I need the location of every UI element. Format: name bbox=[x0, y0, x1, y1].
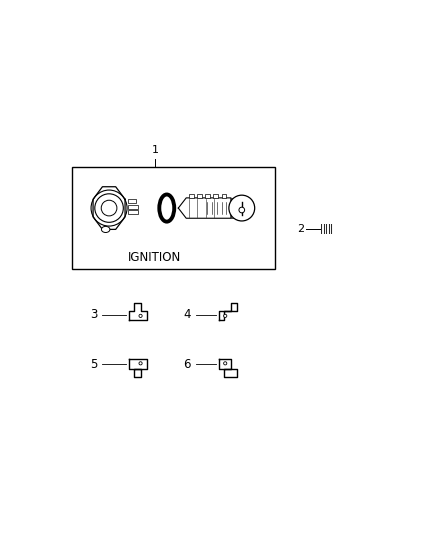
Text: 2: 2 bbox=[297, 224, 304, 234]
Bar bbox=[222, 194, 226, 198]
Bar bbox=[213, 194, 218, 198]
Text: IGNITION: IGNITION bbox=[128, 251, 181, 264]
Bar bbox=[205, 194, 210, 198]
Text: 5: 5 bbox=[90, 358, 98, 371]
Polygon shape bbox=[129, 359, 147, 377]
Bar bbox=[128, 210, 138, 214]
Bar bbox=[128, 199, 135, 203]
Circle shape bbox=[239, 207, 245, 213]
Polygon shape bbox=[178, 198, 231, 218]
Text: 6: 6 bbox=[184, 358, 191, 371]
Circle shape bbox=[139, 314, 142, 318]
Circle shape bbox=[139, 362, 142, 365]
Polygon shape bbox=[93, 187, 125, 229]
Polygon shape bbox=[219, 359, 237, 377]
Bar bbox=[72, 167, 276, 269]
Circle shape bbox=[229, 195, 254, 221]
Ellipse shape bbox=[159, 195, 174, 222]
Bar bbox=[189, 194, 194, 198]
Text: 4: 4 bbox=[184, 309, 191, 321]
Circle shape bbox=[101, 200, 117, 216]
Text: 3: 3 bbox=[90, 309, 98, 321]
Circle shape bbox=[95, 194, 124, 222]
Polygon shape bbox=[219, 303, 237, 320]
Circle shape bbox=[224, 314, 227, 318]
Text: 1: 1 bbox=[152, 146, 159, 156]
Bar bbox=[197, 194, 202, 198]
Bar bbox=[231, 198, 236, 218]
Bar bbox=[128, 205, 138, 209]
Bar bbox=[321, 224, 333, 234]
Circle shape bbox=[224, 362, 227, 365]
Ellipse shape bbox=[102, 227, 110, 232]
Polygon shape bbox=[129, 303, 147, 320]
